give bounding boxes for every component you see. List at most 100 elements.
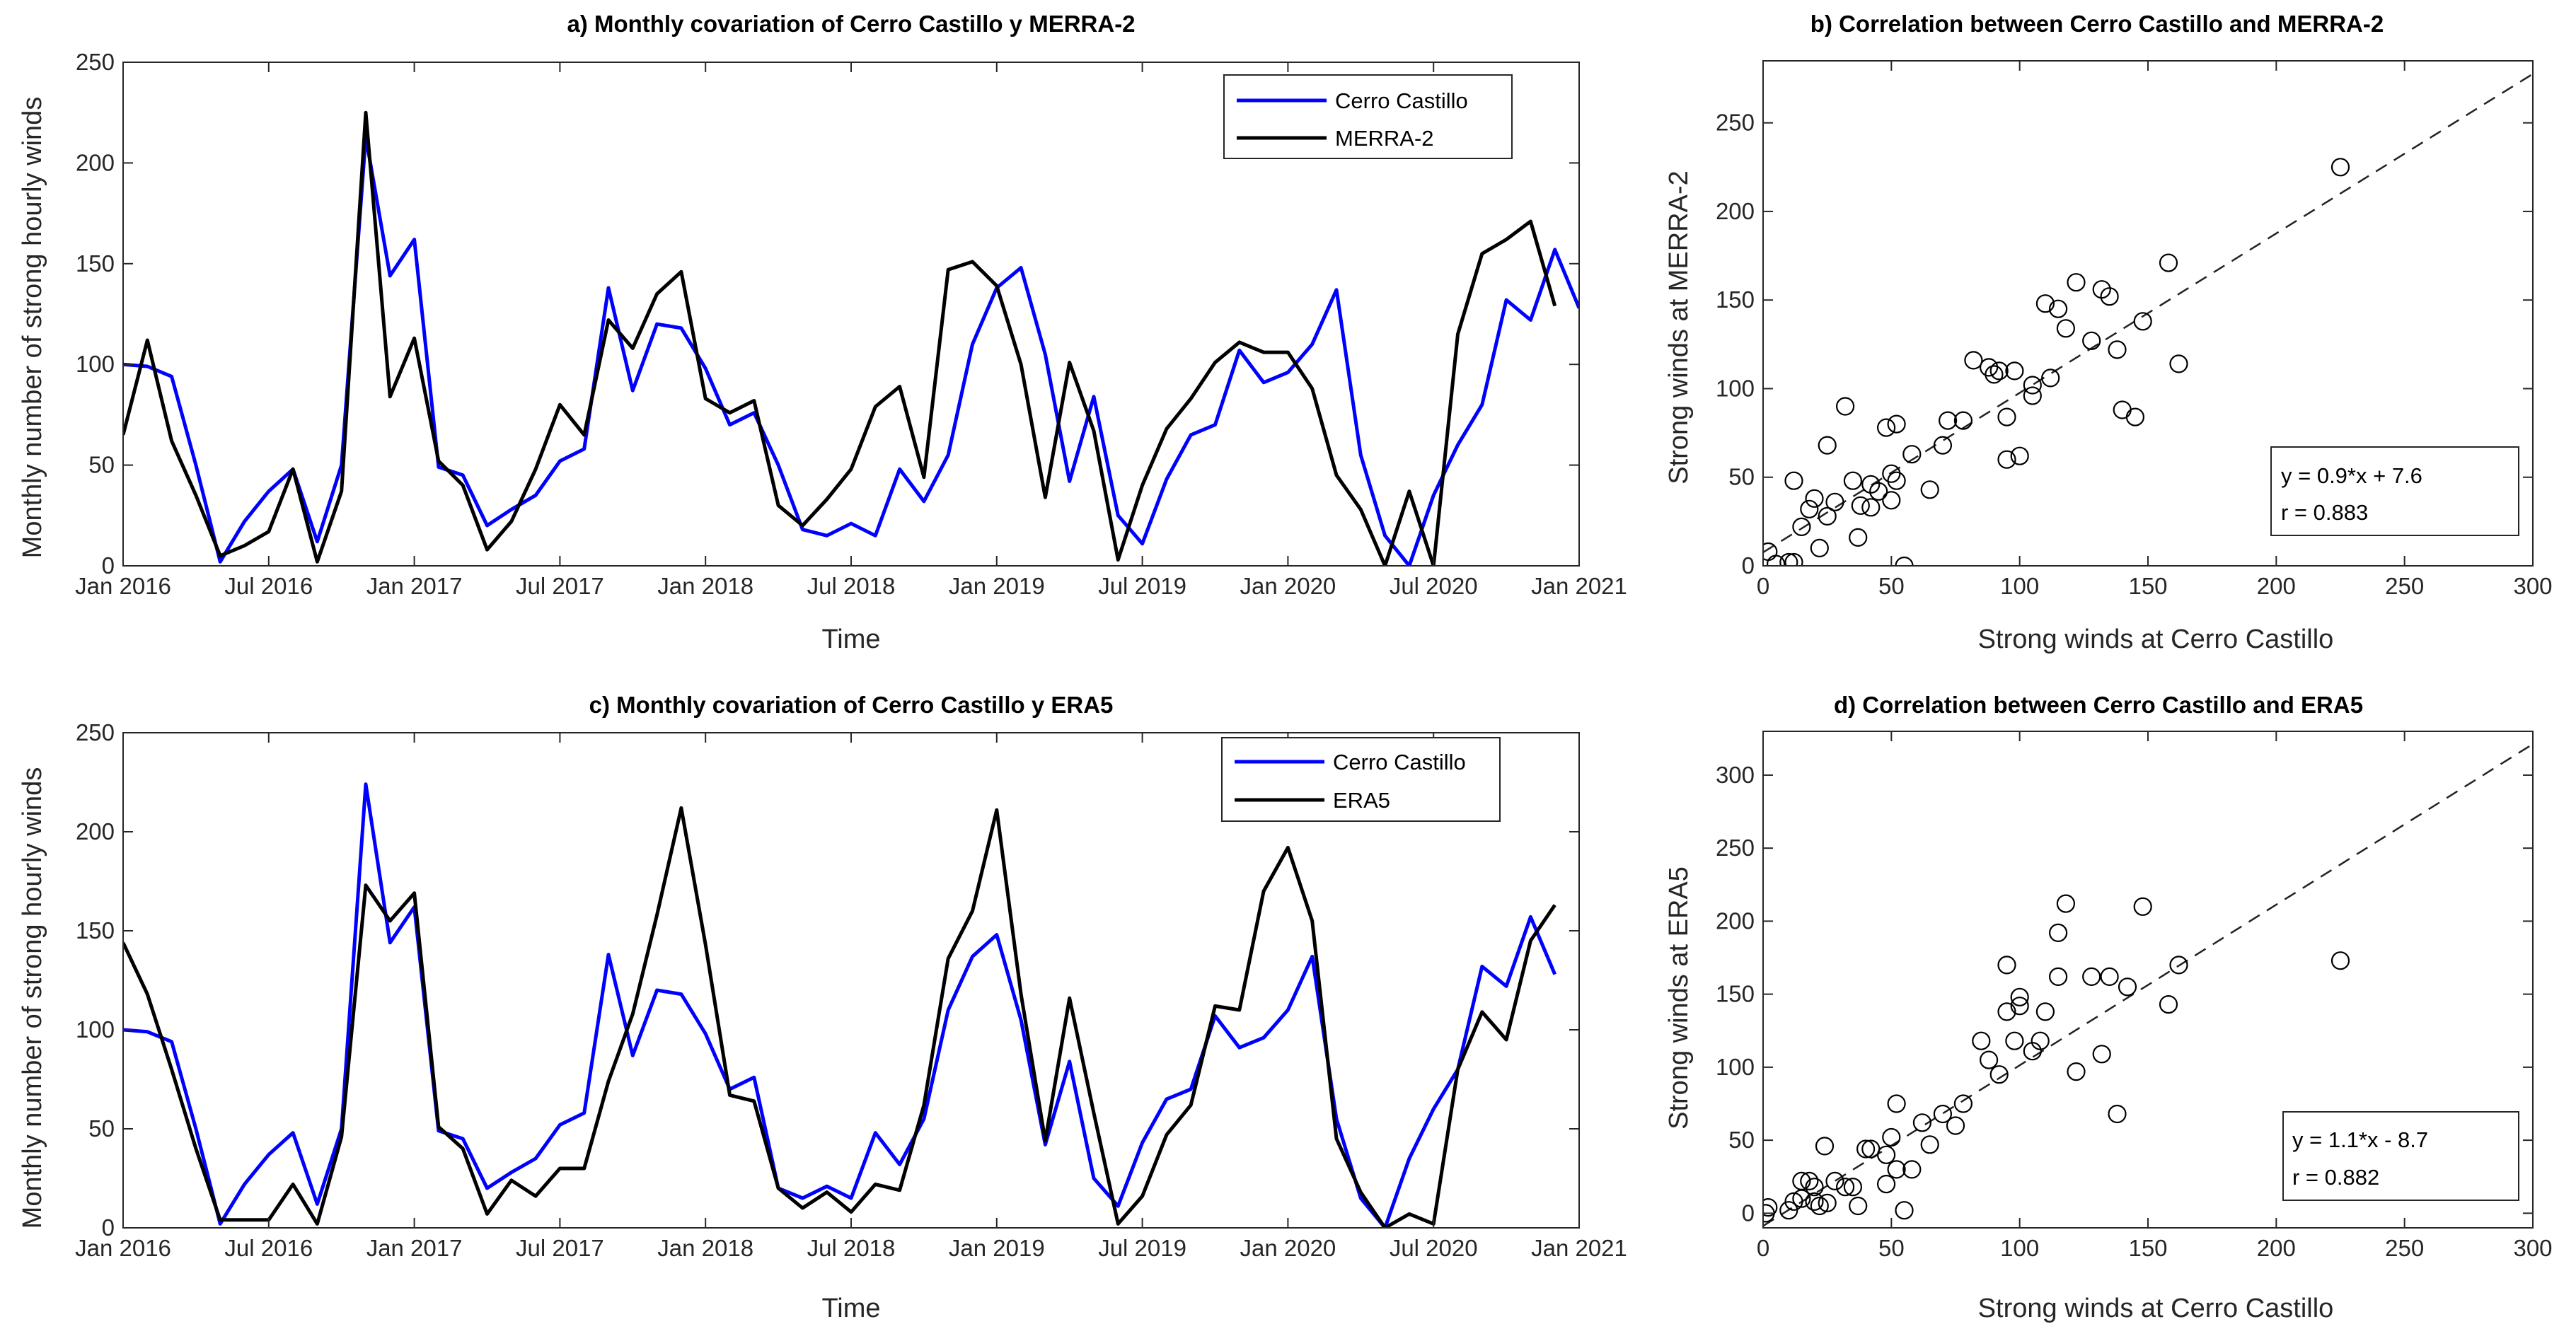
- panel-d-xtick-label: 150: [2128, 1235, 2167, 1261]
- panel-a-xtick-label: Jul 2020: [1390, 573, 1478, 599]
- panel-b-point: [2125, 407, 2144, 426]
- panel-c-legend-label-obs: Cerro Castillo: [1333, 750, 1466, 774]
- panel-d-fit-annotation: y = 1.1*x - 8.7 r = 0.882: [2282, 1111, 2519, 1201]
- panel-a-ytick-label: 250: [76, 49, 115, 75]
- panel-a-xtick-label: Jan 2017: [366, 573, 463, 599]
- panel-a-ytick-label: 150: [76, 250, 115, 277]
- panel-b-point: [1849, 528, 1868, 547]
- panel-d-point: [1895, 1201, 1914, 1220]
- panel-d-xtick-label: 50: [1878, 1235, 1905, 1261]
- panel-d-ytick-label: 300: [1716, 762, 1755, 788]
- panel-b-point: [1997, 407, 2016, 426]
- panel-d-point: [1818, 1193, 1837, 1213]
- panel-a-ytick-label: 200: [76, 149, 115, 175]
- panel-b-point: [2035, 294, 2055, 313]
- panel-d-point: [1805, 1178, 1824, 1197]
- panel-b-point: [1997, 450, 2016, 469]
- panel-b-ytick-label: 150: [1716, 286, 1755, 313]
- panel-b-point: [2159, 253, 2178, 272]
- panel-b-point: [2023, 386, 2042, 405]
- panel-d-point: [1946, 1116, 1965, 1135]
- panel-c-line-chart: Jan 2016 Jul 2016 Jan 2017 Jul 2017 Jan 2018…: [18, 692, 1627, 1323]
- panel-d-point: [1877, 1174, 1896, 1194]
- panel-d-point: [1810, 1196, 1829, 1216]
- panel-b-ytick-label: 200: [1716, 198, 1755, 224]
- panel-d-plot-area: 0 50 100 150 200 250 300 0 50 100 150 200 250 300: [1716, 731, 2553, 1261]
- panel-d-point: [1920, 1135, 1939, 1154]
- panel-a-xtick-label: Jul 2018: [807, 573, 896, 599]
- panel-d-ytick-label: 100: [1716, 1054, 1755, 1080]
- panel-c-xtick-label: Jan 2019: [949, 1235, 1045, 1261]
- panel-b-xtick-label: 250: [2385, 573, 2424, 599]
- panel-c-xtick-label: Jan 2021: [1531, 1235, 1627, 1261]
- panel-d-point: [1997, 1002, 2016, 1021]
- panel-a-xtick-label: Jan 2020: [1240, 573, 1336, 599]
- panel-d-point: [1912, 1113, 1931, 1132]
- panel-d-xtick-label: 300: [2513, 1235, 2552, 1261]
- panel-b-ylabel: Strong winds at MERRA-2: [1664, 170, 1694, 484]
- panel-b-point: [1800, 499, 1819, 518]
- panel-d-point: [2010, 987, 2029, 1006]
- panel-b-fit-equation: y = 0.9*x + 7.6: [2281, 463, 2422, 488]
- panel-b-point: [1877, 418, 1896, 437]
- panel-d-point: [2056, 894, 2075, 913]
- panel-d-ytick-label: 250: [1716, 835, 1755, 861]
- panel-d-xtick-label: 100: [2000, 1235, 2039, 1261]
- panel-d-point: [2092, 1045, 2111, 1064]
- panel-b-point: [1895, 556, 1914, 566]
- panel-d-xlabel: Strong winds at Cerro Castillo: [1978, 1294, 2334, 1323]
- panel-c-xtick-label: Jan 2020: [1240, 1235, 1336, 1261]
- panel-c-ytick-label: 100: [76, 1016, 115, 1043]
- panel-a-xtick-label: Jul 2019: [1098, 573, 1186, 599]
- panel-a-xlabel: Time: [821, 625, 880, 654]
- panel-c-ytick-label: 50: [88, 1115, 115, 1142]
- panel-b-xlabel: Strong winds at Cerro Castillo: [1978, 625, 2334, 654]
- panel-b-point: [2108, 340, 2127, 359]
- panel-d-point: [2108, 1104, 2127, 1124]
- panel-d-point: [2035, 1002, 2055, 1021]
- panel-b-fit-r: r = 0.883: [2281, 500, 2368, 525]
- panel-a-marks: [123, 110, 1579, 566]
- panel-c-xtick-label: Jul 2017: [516, 1235, 604, 1261]
- panel-b-point: [1953, 411, 1973, 430]
- panel-c-ytick-label: 200: [76, 818, 115, 844]
- panel-d-point: [2133, 897, 2152, 916]
- panel-b-point: [2023, 376, 2042, 395]
- panel-a-xtick-label: Jan 2021: [1531, 573, 1627, 599]
- panel-c-ytick-label: 250: [76, 719, 115, 745]
- panel-a-xtick-label: Jan 2016: [75, 573, 171, 599]
- panel-a-ylabel: Monthly number of strong hourly winds: [18, 97, 47, 559]
- panel-c-xtick-label: Jul 2018: [807, 1235, 896, 1261]
- panel-b-point: [2005, 361, 2024, 381]
- panel-d-title: d) Correlation between Cerro Castillo an…: [1834, 692, 2363, 718]
- panel-b-point: [1792, 517, 1811, 537]
- panel-b-point: [2133, 312, 2152, 331]
- panel-b-fit-box: [2270, 446, 2519, 536]
- panel-a-ytick-label: 50: [88, 452, 115, 478]
- panel-b-ytick-label: 100: [1716, 375, 1755, 401]
- panel-b-point: [2041, 368, 2060, 388]
- panel-d-fit-box: [2282, 1111, 2519, 1201]
- panel-d-point: [1933, 1104, 1952, 1124]
- panel-d-point: [2049, 923, 2068, 943]
- panel-d-point: [1843, 1178, 1862, 1197]
- panel-b-point: [2056, 319, 2075, 338]
- panel-d-point: [1792, 1171, 1811, 1191]
- panel-d-point: [1784, 1192, 1803, 1211]
- panel-b-point: [1920, 480, 1939, 499]
- panel-b-point: [1784, 552, 1803, 566]
- panel-b-point: [2010, 446, 2029, 465]
- panel-b-point: [2049, 299, 2068, 318]
- panel-a-ytick-label: 100: [76, 351, 115, 377]
- panel-b-point: [1836, 397, 1855, 416]
- panel-d-point: [1980, 1050, 1999, 1069]
- panel-b-fit-annotation: y = 0.9*x + 7.6 r = 0.883: [2270, 446, 2519, 536]
- panel-d-point: [1800, 1171, 1819, 1191]
- panel-c-marks: [123, 782, 1557, 1228]
- panel-d-point: [1882, 1127, 1901, 1147]
- panel-c-xlabel: Time: [821, 1294, 880, 1323]
- panel-d-point: [1887, 1094, 1906, 1113]
- panel-b-point: [1779, 552, 1798, 566]
- panel-b-scatter: 0 50 100 150 200 250 300 0 50 100 150 200 250 b) Cor…: [1664, 11, 2553, 654]
- panel-d-point: [1763, 1198, 1778, 1217]
